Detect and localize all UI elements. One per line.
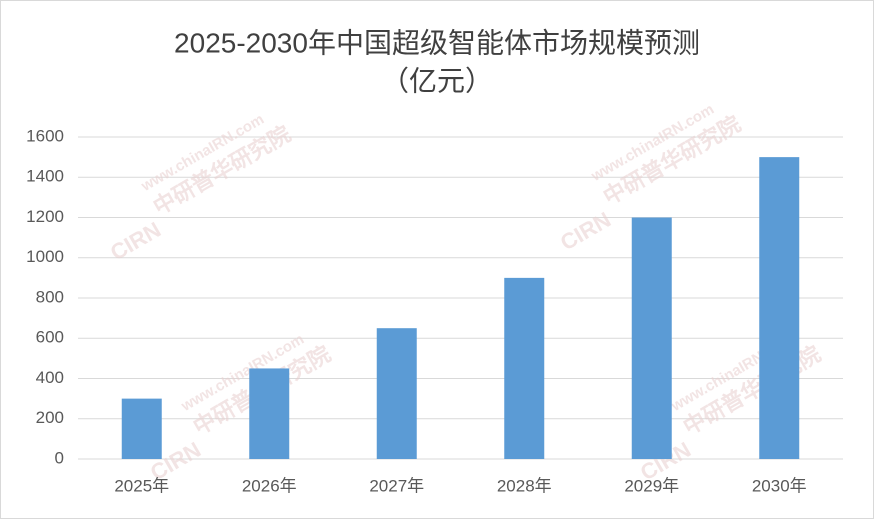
y-tick-label: 1600 <box>26 126 64 145</box>
x-tick-label: 2027年 <box>369 476 424 495</box>
chart-title: 2025-2030年中国超级智能体市场规模预测 <box>174 27 700 58</box>
bar <box>376 328 417 459</box>
y-tick-label: 800 <box>36 287 64 306</box>
bar <box>121 398 162 459</box>
chart-subtitle: （亿元） <box>381 65 493 96</box>
bar <box>249 368 290 459</box>
bar <box>504 277 545 459</box>
y-tick-label: 1200 <box>26 207 64 226</box>
y-tick-label: 1000 <box>26 247 64 266</box>
x-tick-label: 2029年 <box>624 476 679 495</box>
x-tick-label: 2026年 <box>242 476 297 495</box>
y-tick-label: 400 <box>36 368 64 387</box>
bar <box>631 217 672 459</box>
y-tick-label: 0 <box>55 448 64 467</box>
y-tick-label: 200 <box>36 408 64 427</box>
x-tick-label: 2028年 <box>497 476 552 495</box>
y-tick-label: 600 <box>36 328 64 347</box>
y-tick-label: 1400 <box>26 167 64 186</box>
x-tick-label: 2030年 <box>752 476 807 495</box>
bar <box>759 157 800 459</box>
x-tick-label: 2025年 <box>114 476 169 495</box>
